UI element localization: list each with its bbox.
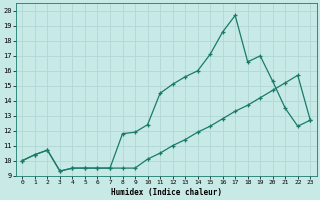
- X-axis label: Humidex (Indice chaleur): Humidex (Indice chaleur): [111, 188, 222, 197]
